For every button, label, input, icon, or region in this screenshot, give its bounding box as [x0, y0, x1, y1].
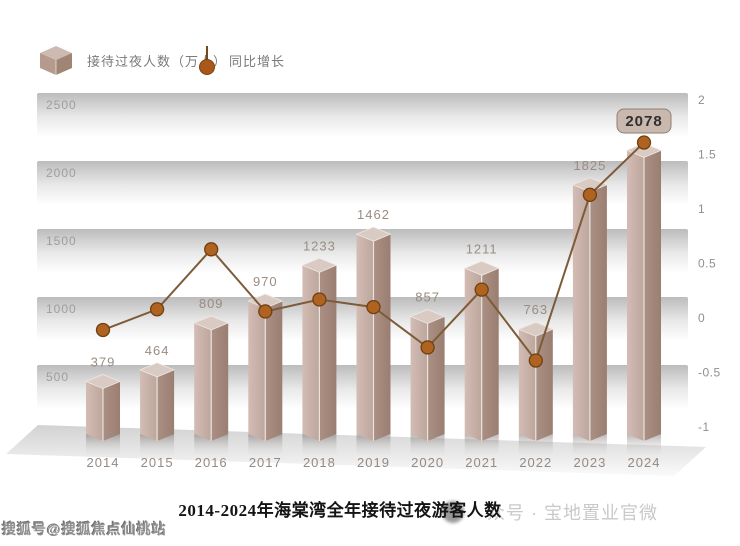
- lollipop-icon: [199, 46, 215, 75]
- year-label: 2023: [573, 455, 606, 470]
- year-label: 2020: [411, 455, 444, 470]
- bar-2019: [355, 226, 392, 441]
- chart-title: 2014-2024年海棠湾全年接待过夜游客人数: [178, 501, 502, 520]
- year-label: 2018: [303, 455, 336, 470]
- year-label: 2016: [195, 455, 228, 470]
- bar-2020: [409, 309, 446, 441]
- bar-2015: [139, 362, 176, 441]
- bar-value-label: 809: [199, 296, 224, 311]
- year-label: 2015: [141, 455, 174, 470]
- svg-text:2: 2: [698, 93, 705, 107]
- bar-2018: [301, 257, 338, 441]
- svg-text:2000: 2000: [46, 166, 77, 180]
- bar-value-label: 970: [253, 274, 278, 289]
- bar-value-label: 1462: [357, 207, 390, 222]
- bar-value-label: 1233: [303, 238, 336, 253]
- bar-2014: [84, 374, 122, 441]
- year-label: 2022: [519, 455, 552, 470]
- year-label: 2021: [465, 455, 498, 470]
- bar-2016: [193, 315, 230, 441]
- legend-line-label: 同比增长: [229, 53, 286, 69]
- floor-plane: [6, 425, 706, 476]
- svg-text:0: 0: [698, 311, 705, 325]
- bar-value-label: 1211: [466, 241, 498, 256]
- legend-item-bar: 接待过夜人数（万人）: [38, 42, 227, 78]
- svg-text:-0.5: -0.5: [698, 366, 721, 380]
- year-label: 2024: [628, 455, 661, 470]
- bars-group: 379 2014 464 2015 809 2016 970 2017 1233 2018: [84, 142, 663, 470]
- year-label: 2014: [87, 455, 120, 470]
- growth-dots: [95, 135, 652, 368]
- watermark-official-account: 众号 · 宝地置业官微: [487, 503, 658, 523]
- right-axis-labels: 2 1.5 1 0.5 0 -0.5 -1: [698, 93, 721, 434]
- legend-bar-label: 接待过夜人数（万人）: [87, 53, 228, 69]
- bar-value-label: 464: [145, 343, 170, 358]
- legend-item-line: 同比增长: [198, 42, 285, 78]
- bar-2024: [625, 142, 663, 441]
- bar-value-label: 857: [415, 289, 440, 304]
- svg-text:1500: 1500: [46, 234, 77, 248]
- bar-value-label: 379: [91, 354, 116, 369]
- svg-text:0.5: 0.5: [698, 257, 716, 271]
- bar-value-label: 1825: [573, 158, 606, 173]
- watermark-sohu: 搜狐号@搜狐焦点仙桃站: [2, 521, 167, 537]
- bar-value-label: 763: [523, 302, 548, 317]
- bar-2022: [517, 321, 554, 441]
- svg-text:-1: -1: [698, 420, 710, 434]
- year-label: 2017: [249, 455, 282, 470]
- svg-text:2078: 2078: [625, 113, 662, 130]
- watermark-logo-blob: [442, 501, 464, 523]
- svg-text:1: 1: [698, 202, 705, 216]
- cube-icon: [40, 46, 72, 75]
- year-label: 2019: [357, 455, 390, 470]
- bar-2023: [571, 177, 608, 442]
- bar-2017: [247, 293, 284, 441]
- svg-text:1000: 1000: [46, 302, 77, 316]
- bar-2021: [463, 260, 500, 441]
- svg-text:1.5: 1.5: [698, 148, 716, 162]
- svg-text:500: 500: [46, 370, 69, 384]
- svg-text:2500: 2500: [46, 98, 77, 112]
- highlight-badge: 2078: [616, 108, 672, 134]
